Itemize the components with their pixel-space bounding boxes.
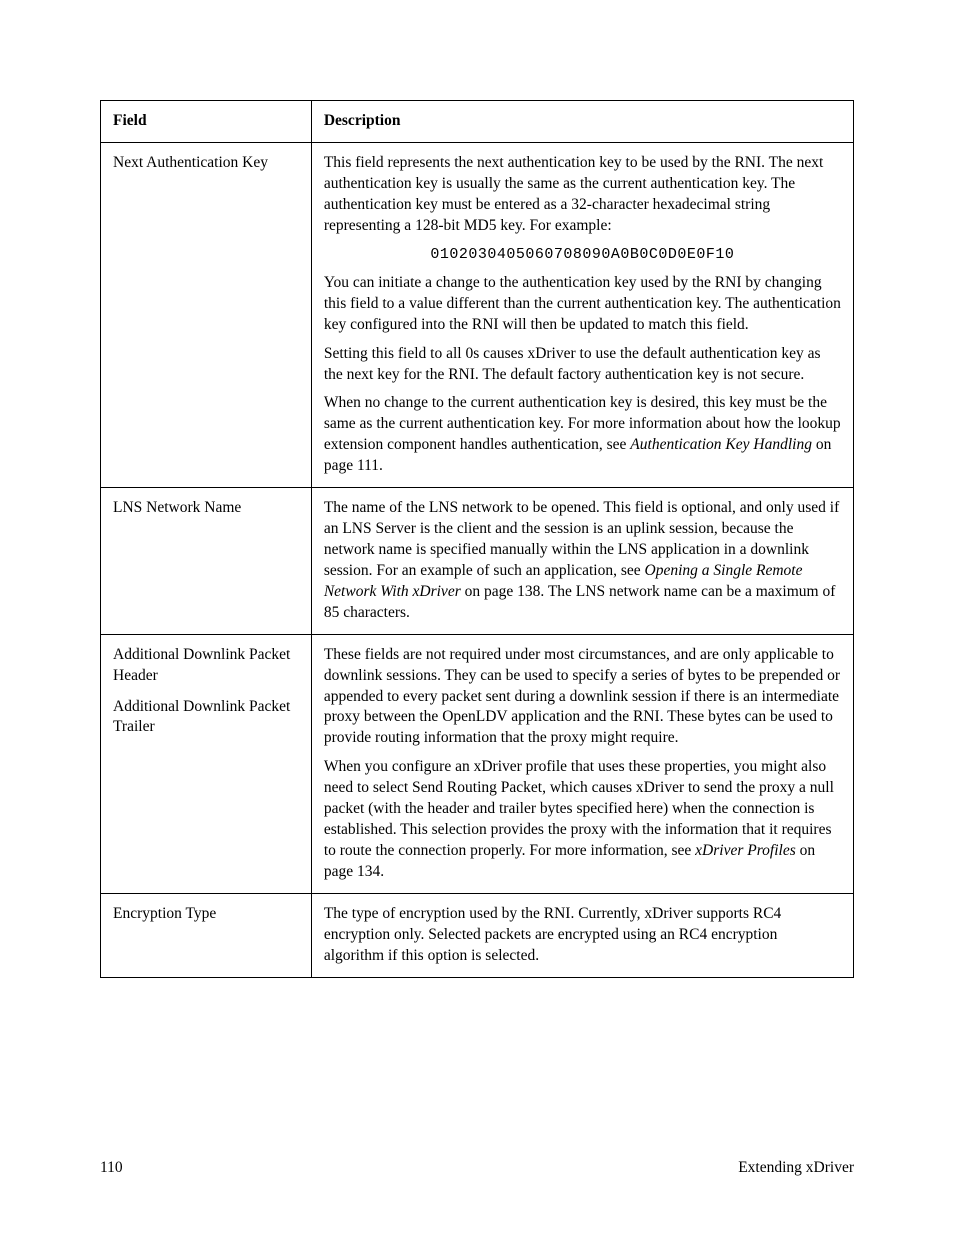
field-cell: LNS Network Name bbox=[101, 488, 312, 635]
field-description-table: Field Description Next Authentication Ke… bbox=[100, 100, 854, 978]
desc-paragraph: The type of encryption used by the RNI. … bbox=[324, 904, 841, 967]
footer-title: Extending xDriver bbox=[738, 1159, 854, 1177]
description-cell: These fields are not required under most… bbox=[311, 634, 853, 893]
description-cell: The type of encryption used by the RNI. … bbox=[311, 893, 853, 977]
desc-paragraph: When you configure an xDriver profile th… bbox=[324, 757, 841, 883]
description-cell: This field represents the next authentic… bbox=[311, 142, 853, 487]
field-cell: Next Authentication Key bbox=[101, 142, 312, 487]
italic-reference: xDriver Profiles bbox=[695, 842, 796, 859]
table-row: Encryption Type The type of encryption u… bbox=[101, 893, 854, 977]
field-cell: Encryption Type bbox=[101, 893, 312, 977]
description-cell: The name of the LNS network to be opened… bbox=[311, 488, 853, 635]
field-cell: Additional Downlink Packet Header Additi… bbox=[101, 634, 312, 893]
table-row: Next Authentication Key This field repre… bbox=[101, 142, 854, 487]
page: Field Description Next Authentication Ke… bbox=[0, 0, 954, 1235]
page-number: 110 bbox=[100, 1159, 123, 1177]
page-footer: 110 Extending xDriver bbox=[100, 1159, 854, 1177]
header-field: Field bbox=[101, 101, 312, 143]
field-label: Additional Downlink Packet Header bbox=[113, 645, 299, 687]
header-description: Description bbox=[311, 101, 853, 143]
table-header-row: Field Description bbox=[101, 101, 854, 143]
table-row: LNS Network Name The name of the LNS net… bbox=[101, 488, 854, 635]
italic-reference: Authentication Key Handling bbox=[630, 436, 812, 453]
desc-paragraph: When no change to the current authentica… bbox=[324, 393, 841, 477]
desc-paragraph: The name of the LNS network to be opened… bbox=[324, 498, 841, 624]
code-sample: 0102030405060708090A0B0C0D0E0F10 bbox=[324, 245, 841, 265]
desc-paragraph: You can initiate a change to the authent… bbox=[324, 273, 841, 336]
desc-paragraph: This field represents the next authentic… bbox=[324, 153, 841, 237]
desc-paragraph: Setting this field to all 0s causes xDri… bbox=[324, 344, 841, 386]
table-row: Additional Downlink Packet Header Additi… bbox=[101, 634, 854, 893]
field-label: Additional Downlink Packet Trailer bbox=[113, 697, 299, 739]
desc-paragraph: These fields are not required under most… bbox=[324, 645, 841, 750]
